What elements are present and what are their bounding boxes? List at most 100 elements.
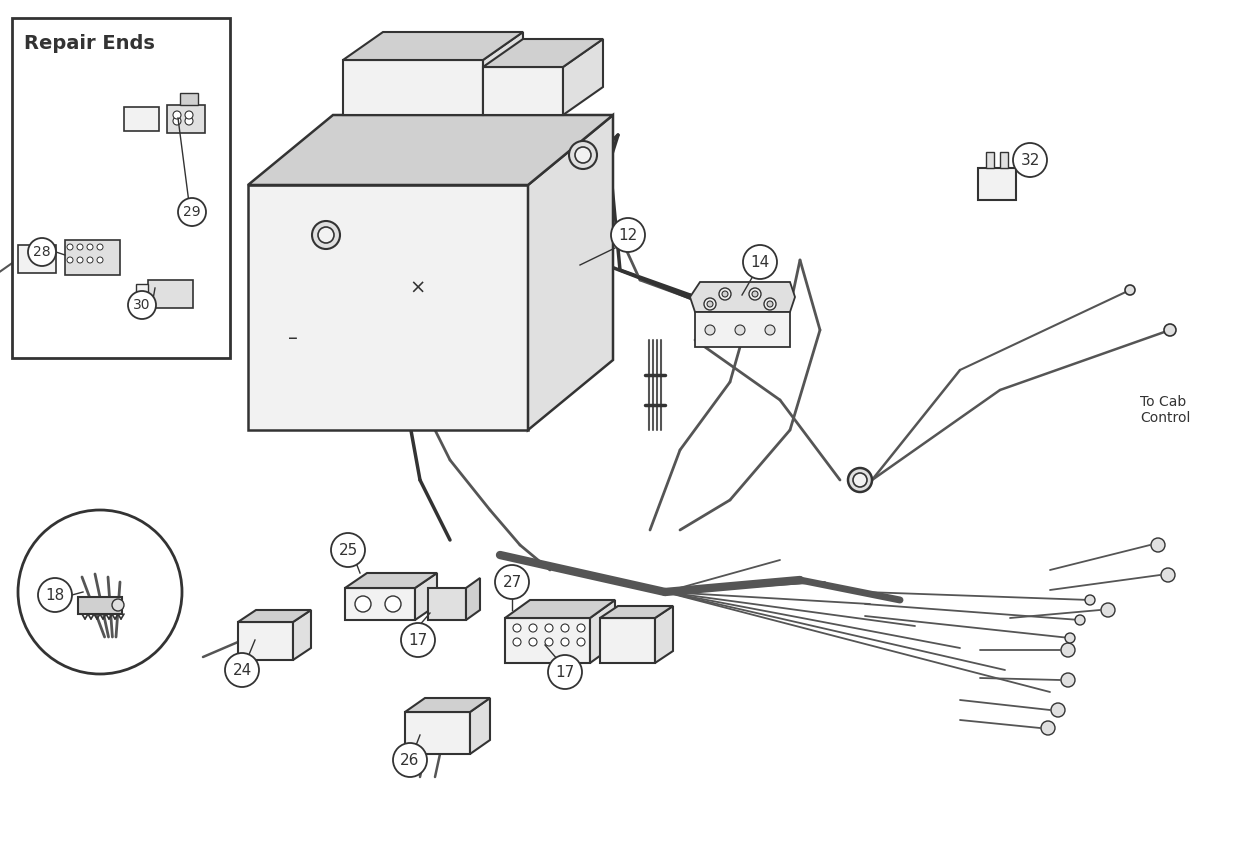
- Polygon shape: [528, 115, 614, 430]
- Circle shape: [178, 198, 207, 226]
- Circle shape: [28, 238, 56, 266]
- Polygon shape: [78, 597, 122, 614]
- Text: –: –: [288, 328, 298, 348]
- Polygon shape: [482, 39, 602, 67]
- Polygon shape: [695, 312, 790, 347]
- Circle shape: [1124, 285, 1136, 295]
- Circle shape: [1013, 143, 1047, 177]
- Polygon shape: [656, 606, 673, 663]
- Circle shape: [546, 624, 553, 632]
- Circle shape: [743, 245, 777, 279]
- Bar: [66, 240, 120, 275]
- Bar: [124, 107, 160, 131]
- Circle shape: [393, 743, 427, 777]
- Circle shape: [611, 218, 644, 252]
- Circle shape: [173, 111, 181, 119]
- Circle shape: [385, 596, 401, 612]
- Circle shape: [1061, 673, 1075, 687]
- Circle shape: [1162, 568, 1175, 582]
- Polygon shape: [238, 622, 293, 660]
- Circle shape: [752, 291, 758, 297]
- Circle shape: [186, 111, 193, 119]
- Circle shape: [576, 638, 585, 646]
- Text: 25: 25: [339, 542, 357, 558]
- Circle shape: [764, 298, 776, 310]
- Polygon shape: [404, 698, 490, 712]
- Circle shape: [576, 624, 585, 632]
- Circle shape: [705, 325, 715, 335]
- Text: 29: 29: [183, 205, 200, 219]
- Bar: [986, 152, 995, 168]
- Circle shape: [708, 301, 713, 307]
- Text: 32: 32: [1021, 152, 1039, 168]
- Circle shape: [173, 117, 181, 125]
- Circle shape: [1150, 538, 1165, 552]
- Circle shape: [1164, 324, 1176, 336]
- Circle shape: [1042, 721, 1055, 735]
- Circle shape: [19, 510, 182, 674]
- Circle shape: [1061, 643, 1075, 657]
- Bar: [978, 168, 1016, 200]
- Bar: [19, 245, 56, 273]
- Circle shape: [529, 624, 537, 632]
- Polygon shape: [428, 588, 466, 620]
- Circle shape: [548, 655, 581, 689]
- Circle shape: [1101, 603, 1115, 617]
- Circle shape: [1075, 615, 1085, 625]
- Text: ×: ×: [409, 278, 427, 298]
- Circle shape: [67, 257, 73, 263]
- Circle shape: [38, 578, 72, 612]
- Polygon shape: [247, 185, 528, 430]
- Circle shape: [767, 301, 773, 307]
- Circle shape: [722, 291, 729, 297]
- Bar: [167, 105, 205, 133]
- Circle shape: [87, 244, 93, 250]
- Circle shape: [96, 257, 103, 263]
- Circle shape: [96, 244, 103, 250]
- Polygon shape: [563, 39, 602, 115]
- Polygon shape: [414, 573, 437, 620]
- Polygon shape: [505, 618, 590, 663]
- Circle shape: [186, 117, 193, 125]
- Circle shape: [87, 257, 93, 263]
- Text: 17: 17: [555, 664, 575, 679]
- Circle shape: [77, 244, 83, 250]
- Polygon shape: [343, 60, 482, 115]
- Bar: [12, 18, 230, 358]
- Circle shape: [513, 638, 521, 646]
- Text: 24: 24: [233, 662, 251, 678]
- Polygon shape: [247, 115, 614, 185]
- Text: 12: 12: [618, 228, 637, 243]
- Polygon shape: [600, 606, 673, 618]
- Circle shape: [225, 653, 259, 687]
- Circle shape: [1065, 633, 1075, 643]
- Circle shape: [513, 624, 521, 632]
- Polygon shape: [345, 588, 414, 620]
- Bar: [999, 152, 1008, 168]
- Text: 17: 17: [408, 633, 428, 647]
- Circle shape: [1085, 595, 1095, 605]
- Circle shape: [332, 533, 365, 567]
- Text: 28: 28: [33, 245, 51, 259]
- Circle shape: [401, 623, 435, 657]
- Circle shape: [704, 298, 716, 310]
- Bar: [136, 284, 148, 302]
- Circle shape: [113, 599, 124, 611]
- Polygon shape: [482, 32, 523, 115]
- Text: 26: 26: [401, 752, 419, 767]
- Circle shape: [546, 638, 553, 646]
- Polygon shape: [590, 600, 615, 663]
- Circle shape: [748, 288, 761, 300]
- Text: 30: 30: [134, 298, 151, 312]
- Circle shape: [562, 624, 569, 632]
- Polygon shape: [482, 67, 563, 115]
- Text: 18: 18: [46, 587, 64, 602]
- Text: 14: 14: [751, 255, 769, 270]
- Bar: [181, 93, 198, 105]
- Circle shape: [495, 565, 529, 599]
- Circle shape: [529, 638, 537, 646]
- Polygon shape: [690, 282, 795, 312]
- Text: 27: 27: [502, 574, 522, 590]
- Circle shape: [127, 291, 156, 319]
- Circle shape: [562, 638, 569, 646]
